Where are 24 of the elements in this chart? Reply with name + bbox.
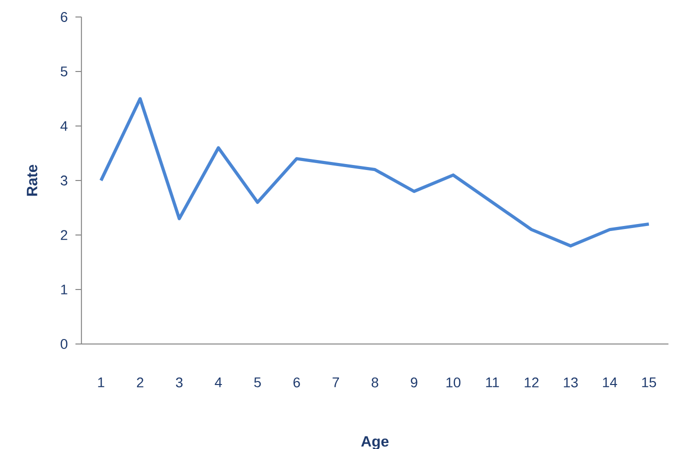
x-tick-label: 4 (214, 378, 222, 388)
x-tick-label: 8 (372, 378, 378, 388)
line-series (99, 97, 650, 248)
x-tick-label: 3 (176, 378, 183, 388)
x-tick-label: 9 (410, 378, 418, 388)
y-tick-label: 1 (61, 284, 68, 294)
x-tick-label: 10 (446, 378, 460, 388)
y-tick-label: 2 (60, 230, 68, 240)
x-tick-label: 12 (524, 378, 539, 388)
y-axis-title: Rate (26, 164, 38, 196)
x-tick-label: 2 (136, 378, 144, 388)
y-tick-label: 0 (60, 339, 68, 349)
x-tick-label: 6 (293, 378, 300, 388)
x-tick-label: 14 (603, 378, 618, 388)
x-tick-label: 11 (486, 378, 499, 388)
y-tick-label: 5 (60, 66, 68, 76)
x-tick-label: 7 (332, 378, 339, 388)
y-tick-label: 6 (60, 12, 68, 22)
y-tick-label: 4 (60, 121, 68, 131)
x-tick-label: 5 (254, 378, 261, 388)
x-tick-label: 1 (98, 378, 104, 388)
x-tick-label: 15 (642, 378, 656, 388)
x-tick-label: 13 (564, 378, 578, 388)
y-tick-label: 3 (60, 176, 68, 186)
